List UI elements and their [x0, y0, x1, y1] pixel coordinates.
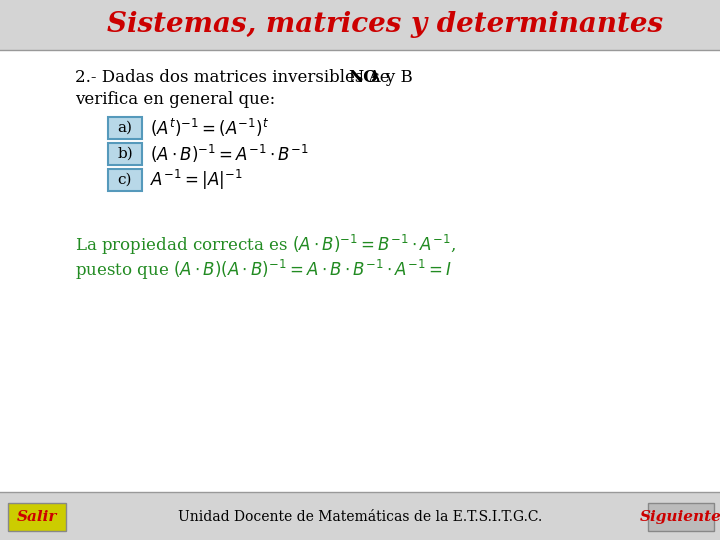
Text: $(\mathit{A} \cdot \mathit{B})^{-1} = \mathit{A}^{-1} \cdot \mathit{B}^{-1}$: $(\mathit{A} \cdot \mathit{B})^{-1} = \m… [150, 143, 309, 165]
Text: puesto que $(\mathit{A} \cdot \mathit{B})(\mathit{A} \cdot \mathit{B})^{-1} = \m: puesto que $(\mathit{A} \cdot \mathit{B}… [75, 258, 452, 282]
Text: b): b) [117, 147, 133, 161]
FancyBboxPatch shape [108, 169, 142, 191]
Bar [0, 50, 720, 492]
Bar [0, 0, 720, 50]
Text: verifica en general que:: verifica en general que: [75, 91, 275, 109]
FancyBboxPatch shape [108, 117, 142, 139]
Text: NO: NO [348, 70, 378, 86]
Text: Siguiente: Siguiente [640, 510, 720, 524]
Text: se: se [366, 70, 390, 86]
Text: La propiedad correcta es $(\mathit{A} \cdot \mathit{B})^{-1} = \mathit{B}^{-1} \: La propiedad correcta es $(\mathit{A} \c… [75, 233, 456, 257]
Text: Sistemas, matrices y determinantes: Sistemas, matrices y determinantes [107, 11, 663, 38]
Text: c): c) [118, 173, 132, 187]
Text: Unidad Docente de Matemáticas de la E.T.S.I.T.G.C.: Unidad Docente de Matemáticas de la E.T.… [178, 510, 542, 524]
Text: 2.- Dadas dos matrices inversibles A y B: 2.- Dadas dos matrices inversibles A y B [75, 70, 418, 86]
Bar [0, 492, 720, 540]
FancyBboxPatch shape [8, 503, 66, 531]
Text: $\mathit{A}^{-1} = |\mathit{A}|^{-1}$: $\mathit{A}^{-1} = |\mathit{A}|^{-1}$ [150, 168, 243, 192]
Text: Salir: Salir [17, 510, 57, 524]
Text: a): a) [117, 121, 132, 135]
FancyBboxPatch shape [108, 143, 142, 165]
Text: $(\mathit{A}^t)^{-1} = (\mathit{A}^{-1})^t$: $(\mathit{A}^t)^{-1} = (\mathit{A}^{-1})… [150, 117, 269, 139]
FancyBboxPatch shape [648, 503, 714, 531]
